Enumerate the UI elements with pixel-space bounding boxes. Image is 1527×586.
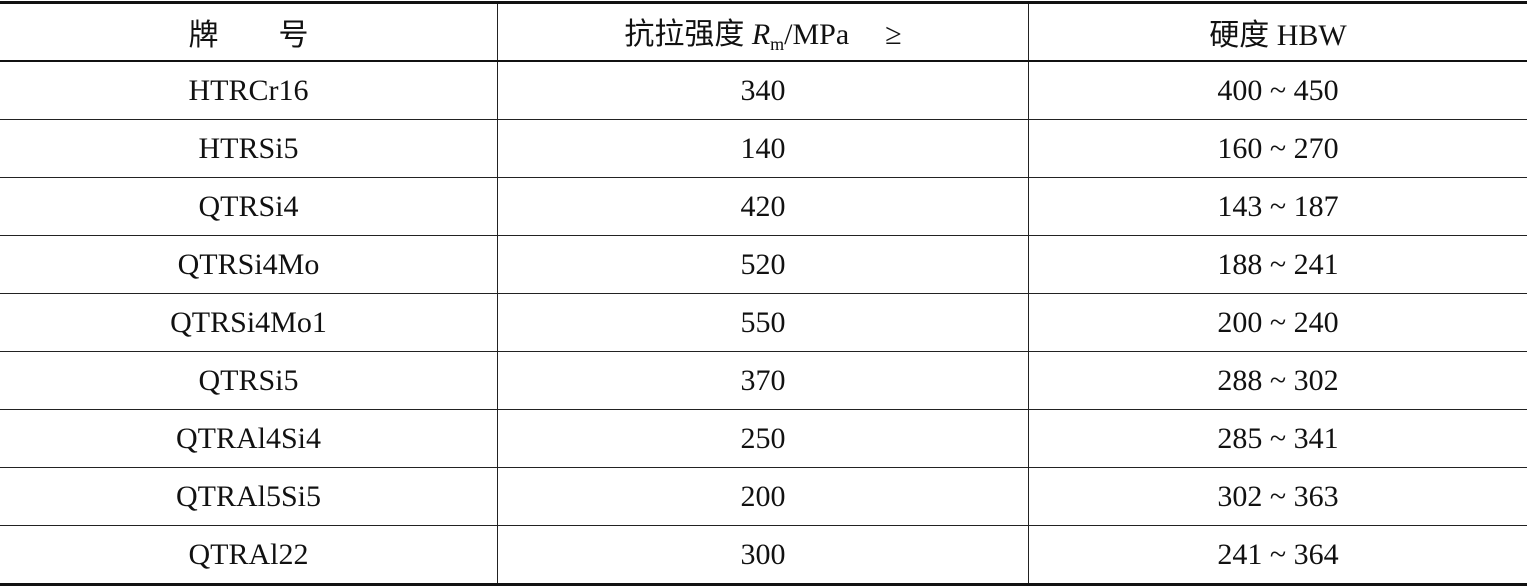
cell-grade: QTRSi4 bbox=[0, 178, 498, 236]
header-grade-b: 号 bbox=[279, 19, 309, 52]
header-row: 牌号 抗拉强度 Rm/MPa≥ 硬度 HBW bbox=[0, 3, 1527, 62]
header-strength: 抗拉强度 Rm/MPa ≥ bbox=[498, 3, 1029, 62]
cell-strength: 140 bbox=[498, 120, 1029, 178]
cell-hardness: 400 ~ 450 bbox=[1029, 61, 1527, 120]
cell-grade: QTRSi4Mo1 bbox=[0, 294, 498, 352]
cell-hardness: 143 ~ 187 bbox=[1029, 178, 1527, 236]
cell-hardness: 188 ~ 241 bbox=[1029, 236, 1527, 294]
cell-hardness: 288 ~ 302 bbox=[1029, 352, 1527, 410]
cell-strength: 520 bbox=[498, 236, 1029, 294]
header-strength-unit: /MPa bbox=[784, 18, 849, 51]
cell-strength: 420 bbox=[498, 178, 1029, 236]
header-strength-symbol: R bbox=[752, 18, 770, 51]
header-strength-sub: m bbox=[770, 34, 784, 54]
header-strength-label: 抗拉强度 bbox=[624, 18, 744, 51]
cell-strength: 300 bbox=[498, 526, 1029, 585]
cell-strength: 200 bbox=[498, 468, 1029, 526]
header-strength-cmp: ≥ bbox=[885, 18, 901, 51]
cell-grade: HTRCr16 bbox=[0, 61, 498, 120]
cell-hardness: 200 ~ 240 bbox=[1029, 294, 1527, 352]
header-grade-a: 牌 bbox=[189, 19, 219, 52]
cell-hardness: 285 ~ 341 bbox=[1029, 410, 1527, 468]
cell-hardness: 241 ~ 364 bbox=[1029, 526, 1527, 585]
header-hardness: 硬度 HBW bbox=[1029, 3, 1527, 62]
cell-grade: QTRSi5 bbox=[0, 352, 498, 410]
cell-hardness: 160 ~ 270 bbox=[1029, 120, 1527, 178]
cell-grade: QTRAl4Si4 bbox=[0, 410, 498, 468]
cell-strength: 550 bbox=[498, 294, 1029, 352]
cell-strength: 370 bbox=[498, 352, 1029, 410]
cell-strength: 250 bbox=[498, 410, 1029, 468]
cell-grade: QTRAl5Si5 bbox=[0, 468, 498, 526]
cell-grade: QTRSi4Mo bbox=[0, 236, 498, 294]
cell-grade: QTRAl22 bbox=[0, 526, 498, 585]
cell-hardness: 302 ~ 363 bbox=[1029, 468, 1527, 526]
cell-strength: 340 bbox=[498, 61, 1029, 120]
cell-grade: HTRSi5 bbox=[0, 120, 498, 178]
header-grade: 牌号 bbox=[0, 3, 498, 62]
